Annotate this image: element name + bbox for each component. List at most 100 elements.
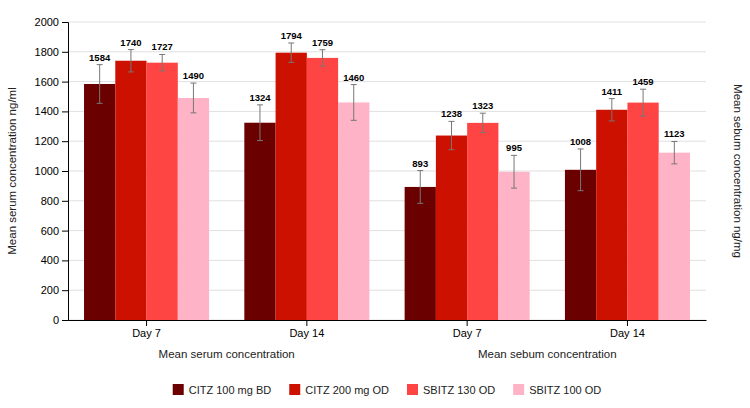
bar xyxy=(627,103,658,320)
data-label: 1490 xyxy=(183,70,204,81)
data-labels: 1584132489310081740179412381411172717591… xyxy=(89,30,685,169)
legend-label: CITZ 100 mg BD xyxy=(189,384,272,396)
x-tick: Day 14 xyxy=(610,320,645,339)
y-tick-mark xyxy=(62,231,68,232)
error-bar xyxy=(159,54,165,70)
error-bar xyxy=(449,121,455,149)
chart-svg: 1584132489310081740179412381411172717591… xyxy=(0,0,750,408)
x-tick-mark xyxy=(627,320,628,326)
data-label: 1123 xyxy=(664,128,685,139)
error-bar xyxy=(128,50,134,72)
x-tick-mark xyxy=(467,320,468,326)
section-label: Mean sebum concentration xyxy=(478,348,617,360)
y2-axis-title: Mean sebum concentration ng/mg xyxy=(732,84,744,258)
y-tick-label: 1800 xyxy=(35,46,59,58)
bar xyxy=(659,153,690,320)
legend-label: SBITZ 130 OD xyxy=(423,384,495,396)
bar xyxy=(436,136,467,320)
legend: CITZ 100 mg BD CITZ 200 mg OD SBITZ 130 OD… xyxy=(173,384,602,396)
error-bar xyxy=(480,113,486,132)
bar xyxy=(84,84,115,320)
data-label: 1324 xyxy=(249,92,271,103)
error-bar xyxy=(671,141,677,163)
error-bar xyxy=(319,50,325,66)
bar xyxy=(147,63,178,320)
y-tick-mark xyxy=(62,111,68,112)
bar xyxy=(498,172,529,320)
data-label: 1460 xyxy=(343,72,364,83)
legend-item: CITZ 200 mg OD xyxy=(289,384,389,396)
y-axis-title: Mean serum concentration ng/ml xyxy=(6,87,18,254)
y-tick-mark xyxy=(62,52,68,53)
y-tick-label: 0 xyxy=(53,314,59,326)
bar xyxy=(565,170,596,320)
y-tick-label: 1200 xyxy=(35,135,59,147)
legend-swatch xyxy=(407,384,418,395)
y-tick-label: 800 xyxy=(41,195,59,207)
x-tick-mark xyxy=(146,320,147,326)
y-tick-mark xyxy=(62,290,68,291)
y-tick-mark xyxy=(62,201,68,202)
legend-label: SBITZ 100 OD xyxy=(529,384,601,396)
data-label: 1759 xyxy=(312,37,333,48)
bar xyxy=(467,123,498,320)
x-tick-label: Day 7 xyxy=(453,327,482,339)
y-tick-mark xyxy=(62,320,68,321)
y-tick: 1400 xyxy=(35,105,68,117)
x-axis: Day 7Day 14Day 7Day 14 xyxy=(69,320,707,339)
bar xyxy=(115,61,146,320)
data-label: 1323 xyxy=(472,100,493,111)
data-label: 1008 xyxy=(570,136,591,147)
error-bar xyxy=(351,85,357,121)
y-tick-label: 1000 xyxy=(35,165,59,177)
x-tick-label: Day 14 xyxy=(289,327,324,339)
y-tick: 200 xyxy=(41,284,68,296)
data-label: 995 xyxy=(506,142,523,153)
y-tick: 400 xyxy=(41,254,68,266)
bar xyxy=(244,123,275,320)
section-labels: Mean serum concentration Mean sebum conce… xyxy=(159,348,617,360)
bar xyxy=(307,58,338,320)
y-tick: 800 xyxy=(41,195,68,207)
error-bar xyxy=(578,149,584,191)
x-tick-mark xyxy=(306,320,307,326)
bar xyxy=(276,53,307,320)
legend-item: SBITZ 130 OD xyxy=(407,384,495,396)
grid xyxy=(68,22,706,320)
y-tick-mark xyxy=(62,82,68,83)
plot: 1584132489310081740179412381411172717591… xyxy=(35,16,707,360)
y-tick: 600 xyxy=(41,225,68,237)
data-label: 1411 xyxy=(602,86,623,97)
y-tick-label: 1400 xyxy=(35,105,59,117)
legend-swatch xyxy=(173,384,184,395)
y-tick-mark xyxy=(62,22,68,23)
y-tick: 1600 xyxy=(35,76,68,88)
y-tick-label: 200 xyxy=(41,284,59,296)
y-tick: 1800 xyxy=(35,46,68,58)
y-tick: 2000 xyxy=(35,16,68,28)
bar xyxy=(178,98,209,320)
error-bar xyxy=(640,89,646,116)
bar xyxy=(338,102,369,320)
y-tick: 1200 xyxy=(35,135,68,147)
chart-container: 1584132489310081740179412381411172717591… xyxy=(0,0,750,408)
y-tick-label: 600 xyxy=(41,225,59,237)
error-bar xyxy=(257,105,263,141)
x-axis-line xyxy=(69,320,707,321)
legend-swatch xyxy=(513,384,524,395)
y-tick-label: 1600 xyxy=(35,76,59,88)
y-tick: 1000 xyxy=(35,165,68,177)
y-tick-label: 2000 xyxy=(35,16,59,28)
y-axis-line xyxy=(62,23,69,321)
y-tick-mark xyxy=(62,260,68,261)
section-label: Mean serum concentration xyxy=(159,348,295,360)
error-bar xyxy=(417,171,423,204)
data-label: 1794 xyxy=(281,30,303,41)
marks xyxy=(84,43,690,320)
data-label: 1459 xyxy=(633,76,654,87)
legend-label: CITZ 200 mg OD xyxy=(305,384,389,396)
data-label: 1740 xyxy=(120,37,141,48)
y-axis: 0 200 400 600 800 1000 1200 1400 1600 1800 2000 xyxy=(35,16,69,326)
y-tick: 0 xyxy=(53,314,68,326)
data-label: 1584 xyxy=(89,52,111,63)
